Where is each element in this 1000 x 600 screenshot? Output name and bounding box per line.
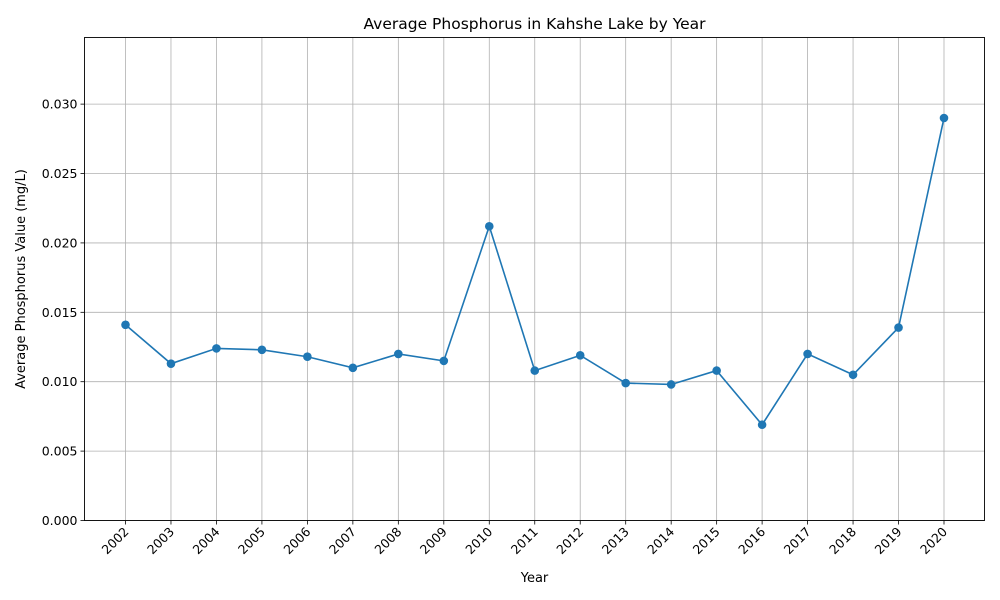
data-point [212, 344, 221, 353]
data-point [939, 113, 949, 123]
y-tick-label: 0.005 [42, 444, 78, 459]
data-point [121, 320, 130, 330]
y-tick-label: 0.015 [42, 305, 78, 320]
data-point [848, 370, 858, 380]
y-axis-label: Average Phosphorus Value (mg/L) [14, 169, 29, 389]
x-tick-label: 2004 [189, 524, 222, 557]
x-tick-label: 2018 [826, 524, 859, 557]
x-tick-label: 2010 [462, 524, 495, 557]
x-tick-label: 2013 [599, 524, 632, 557]
data-point [757, 420, 767, 430]
x-tick-label: 2011 [508, 524, 541, 557]
x-tick-label: 2012 [553, 524, 586, 557]
data-point [394, 349, 403, 359]
x-tick-label: 2009 [417, 524, 450, 557]
x-axis-label: Year [520, 571, 549, 586]
x-axis: 2002 2003 2004 2005 2006 2007 2008 2009 2010 2011… [99, 520, 950, 557]
x-tick-label: 2007 [326, 524, 359, 557]
y-tick-label: 0.020 [42, 235, 78, 250]
data-point [484, 221, 494, 231]
data-point [166, 359, 176, 368]
x-tick-label: 2016 [735, 524, 768, 557]
x-tick-label: 2006 [280, 524, 313, 557]
data-point [303, 352, 312, 362]
data-point [530, 366, 540, 375]
data-point [712, 366, 721, 375]
data-point [803, 349, 812, 359]
x-tick-label: 2020 [917, 524, 950, 557]
x-tick-label: 2002 [99, 524, 132, 557]
x-tick-label: 2005 [235, 524, 268, 557]
y-axis: 0.000 0.005 0.010 0.015 0.020 0.025 0.030 [42, 97, 85, 528]
data-point [621, 378, 630, 388]
y-tick-label: 0.025 [42, 166, 78, 181]
x-tick-label: 2015 [690, 524, 723, 557]
data-point [348, 363, 358, 373]
data-point [257, 345, 267, 355]
data-point [575, 351, 585, 360]
y-tick-label: 0.030 [42, 97, 78, 112]
chart-title: Average Phosphorus in Kahshe Lake by Yea… [363, 15, 706, 33]
y-tick-label: 0.010 [42, 374, 78, 389]
data-point [666, 380, 676, 389]
x-tick-label: 2008 [371, 524, 404, 557]
x-tick-label: 2019 [872, 524, 905, 557]
x-tick-label: 2014 [644, 524, 677, 557]
data-point [894, 323, 903, 332]
series [121, 113, 949, 430]
data-point [439, 356, 449, 366]
grid [84, 37, 985, 521]
y-tick-label: 0.000 [42, 513, 78, 528]
x-tick-label: 2017 [781, 524, 814, 557]
x-tick-label: 2003 [144, 524, 177, 557]
